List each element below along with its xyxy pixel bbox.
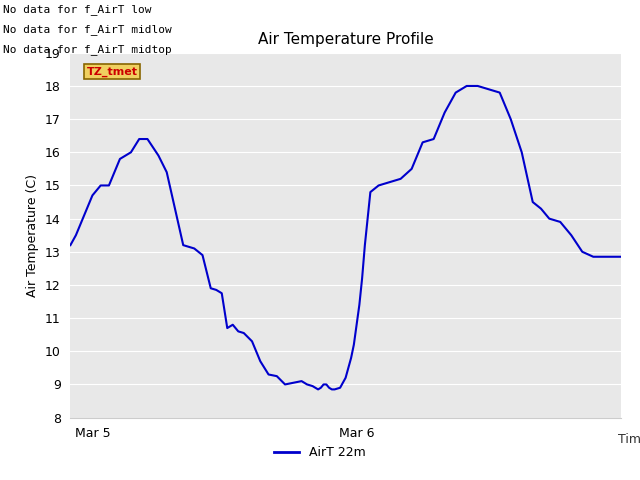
Text: No data for f_AirT low: No data for f_AirT low [3, 4, 152, 15]
Legend: AirT 22m: AirT 22m [269, 441, 371, 464]
Y-axis label: Air Temperature (C): Air Temperature (C) [26, 174, 39, 297]
Title: Air Temperature Profile: Air Temperature Profile [258, 33, 433, 48]
Text: TZ_tmet: TZ_tmet [86, 66, 138, 77]
Text: No data for f_AirT midtop: No data for f_AirT midtop [3, 44, 172, 55]
Text: No data for f_AirT midlow: No data for f_AirT midlow [3, 24, 172, 35]
Text: Time: Time [618, 433, 640, 446]
